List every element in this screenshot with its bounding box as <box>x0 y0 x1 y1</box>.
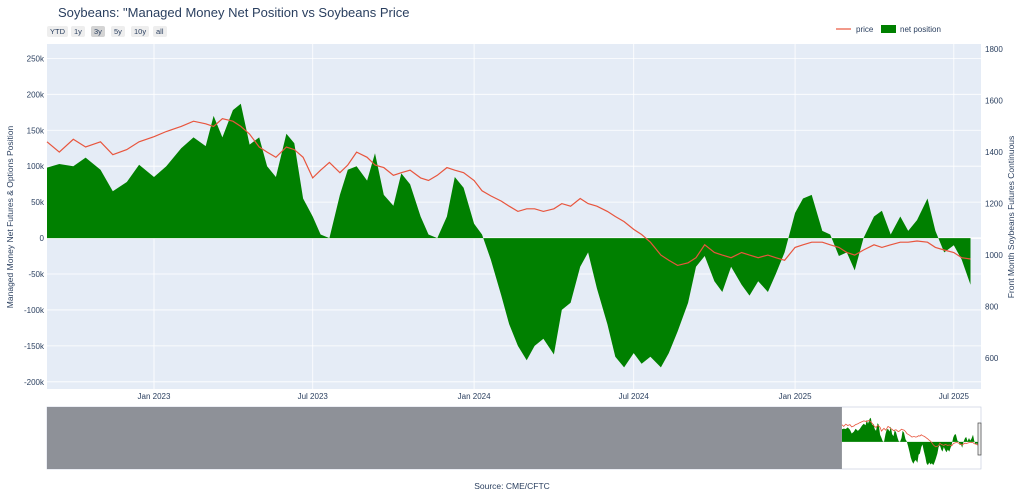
left-y-axis: -200k -150k -100k -50k 0 50k 100k 150k 200k 250k <box>24 54 45 386</box>
x-axis: Jan 2023 Jul 2023 Jan 2024 Jul 2024 Jan 2025… <box>138 392 970 401</box>
slider-price-line <box>841 419 980 448</box>
left-y-tick-label: 200k <box>27 90 45 99</box>
legend-net-swatch <box>881 25 896 33</box>
legend-net-label[interactable]: net position <box>900 25 941 34</box>
price-line-path <box>46 118 971 267</box>
range-button-10y[interactable]: 10y <box>131 26 150 37</box>
right-y-axis: 600 800 1000 1200 1400 1600 1800 <box>985 45 1003 363</box>
legend[interactable]: price net position <box>836 25 941 34</box>
left-y-tick-label: 50k <box>31 198 45 207</box>
left-axis-title: Managed Money Net Futures & Options Posi… <box>5 126 15 309</box>
right-y-tick-label: 1800 <box>985 45 1003 54</box>
range-slider-preview <box>841 417 980 466</box>
range-button-5y[interactable]: 5y <box>111 26 125 37</box>
x-tick-label: Jan 2023 <box>138 392 171 401</box>
range-button-1y[interactable]: 1y <box>71 26 85 37</box>
right-y-tick-label: 1600 <box>985 97 1003 106</box>
x-tick-label: Jul 2024 <box>619 392 650 401</box>
source-note: Source: CME/CFTC <box>474 481 550 491</box>
x-tick-label: Jan 2025 <box>779 392 812 401</box>
left-y-tick-label: 0 <box>40 234 45 243</box>
left-y-tick-label: -50k <box>28 270 45 279</box>
right-y-tick-label: 1200 <box>985 200 1003 209</box>
range-button-3y[interactable]: 3y <box>91 26 105 37</box>
right-y-tick-label: 1000 <box>985 251 1003 260</box>
range-slider[interactable] <box>46 406 982 470</box>
range-button-ytd[interactable]: YTD <box>47 26 68 37</box>
legend-price-label[interactable]: price <box>856 25 874 34</box>
right-y-tick-label: 600 <box>985 354 999 363</box>
left-y-tick-label: -100k <box>24 306 45 315</box>
right-y-tick-label: 800 <box>985 303 999 312</box>
x-tick-label: Jan 2024 <box>458 392 491 401</box>
price-line <box>46 118 971 267</box>
range-button-all[interactable]: all <box>153 26 167 37</box>
right-y-tick-label: 1400 <box>985 148 1003 157</box>
left-y-tick-label: 100k <box>27 162 45 171</box>
right-axis-title: Front Month Soybeans Futures Continuous <box>1006 136 1016 299</box>
net-position-area <box>47 103 971 368</box>
left-y-tick-label: -200k <box>24 378 45 387</box>
range-slider-mask <box>47 407 842 469</box>
range-slider-handle[interactable] <box>977 422 982 456</box>
left-y-tick-label: -150k <box>24 342 45 351</box>
slider-net-area <box>841 417 980 466</box>
left-y-tick-label: 250k <box>27 54 45 63</box>
x-tick-label: Jul 2025 <box>939 392 970 401</box>
chart-title: Soybeans: "Managed Money Net Position vs… <box>58 5 409 20</box>
net-position-area-path <box>47 103 971 368</box>
x-tick-label: Jul 2023 <box>298 392 329 401</box>
left-y-tick-label: 150k <box>27 126 45 135</box>
